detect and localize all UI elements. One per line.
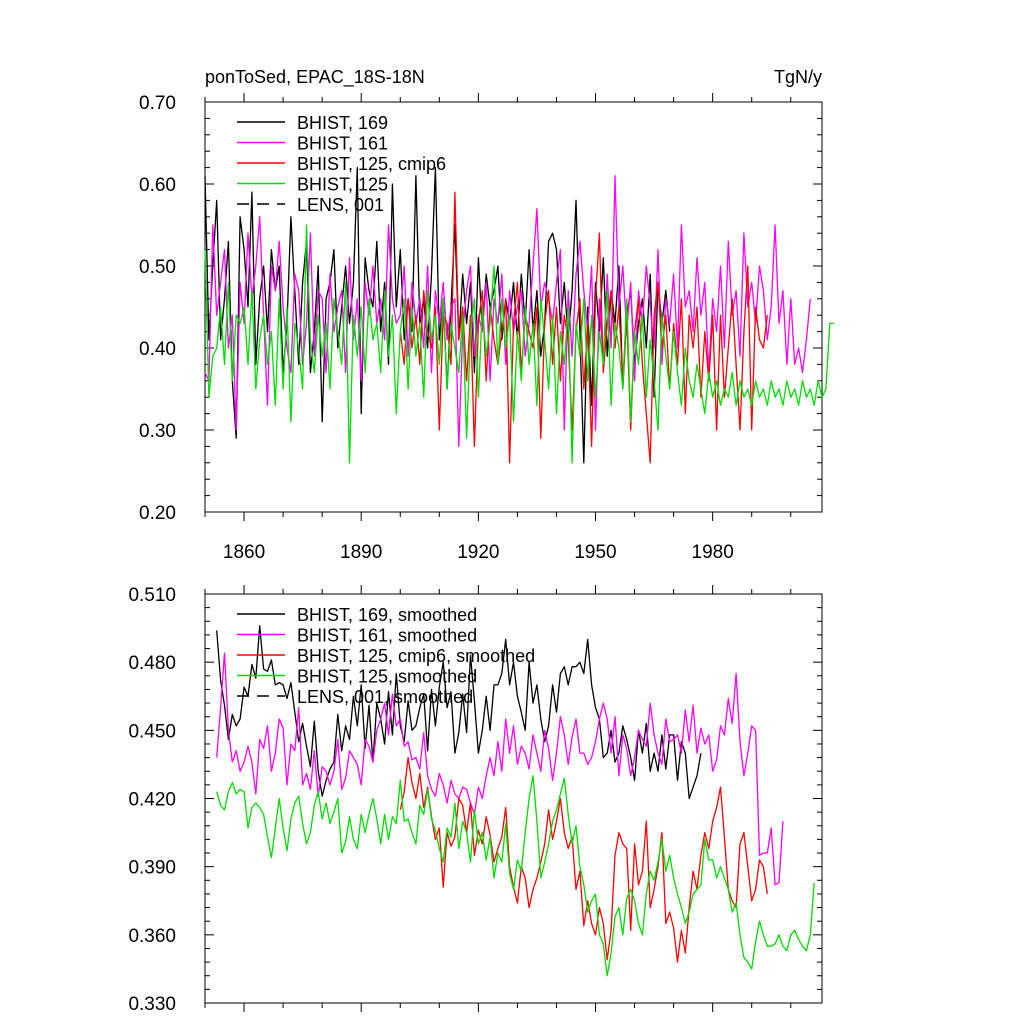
y-tick-label: 0.50 xyxy=(139,257,176,278)
top-title-left: ponToSed, EPAC_18S-18N xyxy=(205,67,425,88)
y-tick-label: 0.40 xyxy=(139,339,176,360)
series-line xyxy=(216,775,815,977)
x-tick-label: 1920 xyxy=(457,542,499,563)
legend-label: LENS, 001, smoothed xyxy=(297,687,473,707)
y-tick-label: 0.330 xyxy=(128,994,176,1015)
legend-label: BHIST, 169 xyxy=(297,113,388,133)
legend-label: LENS, 001 xyxy=(297,195,384,215)
series-line xyxy=(216,625,702,800)
legend-label: BHIST, 161, smoothed xyxy=(297,626,477,646)
y-tick-label: 0.360 xyxy=(128,926,176,947)
top-panel: ponToSed, EPAC_18S-18N TgN/y 0.20 0.30 0.4… xyxy=(139,67,834,563)
y-tick-label: 0.70 xyxy=(139,93,176,114)
y-tick-label: 0.20 xyxy=(139,503,176,524)
y-tick-label: 0.30 xyxy=(139,421,176,442)
series-line xyxy=(204,224,834,464)
y-tick-label: 0.450 xyxy=(128,721,176,742)
y-tick-label: 0.420 xyxy=(128,790,176,811)
legend-label: BHIST, 125, smoothed xyxy=(297,667,477,687)
series-line xyxy=(204,166,671,464)
bottom-panel: 0.330 0.360 0.390 0.420 0.450 0.480 0.510 BHIST… xyxy=(128,585,823,1015)
x-tick-label: 1890 xyxy=(340,542,382,563)
plot-frame xyxy=(204,101,823,513)
legend-label: BHIST, 125 xyxy=(297,175,388,195)
x-tick-label: 1860 xyxy=(223,542,265,563)
y-tick-label: 0.60 xyxy=(139,175,176,196)
legend-label: BHIST, 161 xyxy=(297,134,388,154)
legend-label: BHIST, 169, smoothed xyxy=(297,605,477,625)
series-line xyxy=(216,652,784,886)
y-tick-label: 0.480 xyxy=(128,653,176,674)
top-title-right: TgN/y xyxy=(774,67,822,87)
series-line xyxy=(399,191,768,464)
legend-label: BHIST, 125, cmip6 xyxy=(297,154,446,174)
x-tick-label: 1980 xyxy=(692,542,734,563)
series-line xyxy=(399,756,768,963)
x-tick-label: 1950 xyxy=(574,542,616,563)
legend-label: BHIST, 125, cmip6, smoothed xyxy=(297,646,535,666)
y-tick-label: 0.510 xyxy=(128,585,176,606)
y-tick-label: 0.390 xyxy=(128,858,176,879)
